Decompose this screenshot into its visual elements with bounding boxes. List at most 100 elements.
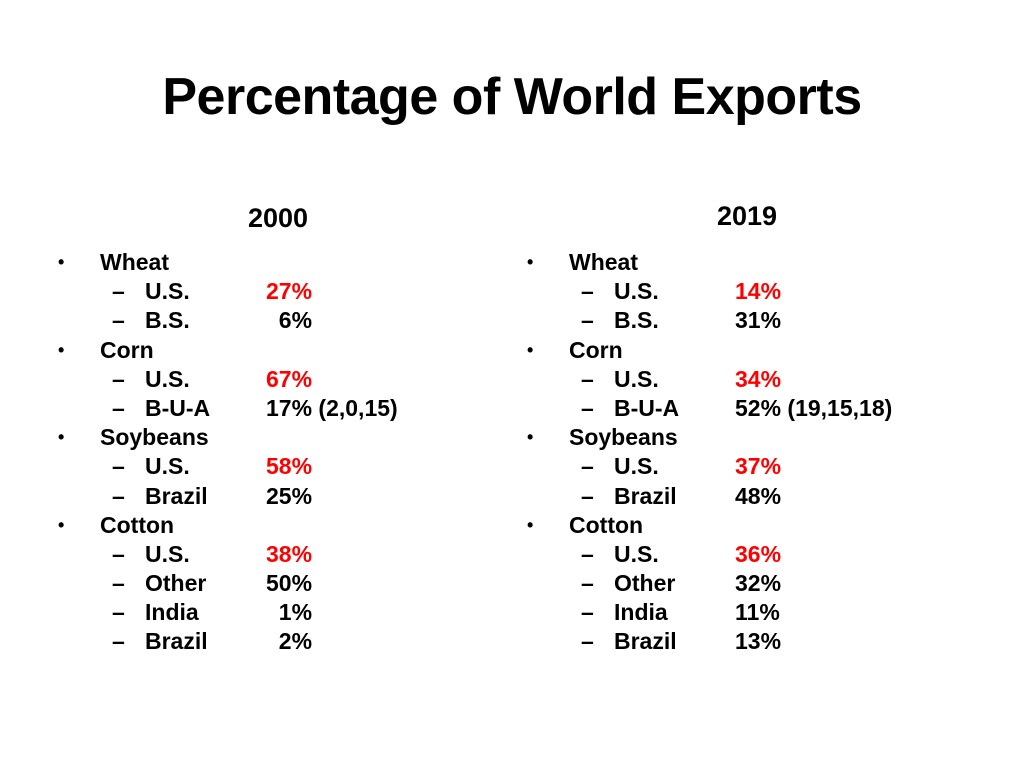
category-label: Soybeans <box>569 424 678 451</box>
country-row: – U.S. 58% <box>58 452 478 481</box>
country-row: – B-U-A 17% (2,0,15) <box>58 394 478 423</box>
export-share-value: 17% (2,0,15) <box>266 394 398 421</box>
category-label: Corn <box>100 336 154 363</box>
country-label: U.S. <box>614 540 659 567</box>
dash-icon: – <box>581 570 594 597</box>
country-row: – B.S. 31% <box>527 306 947 335</box>
export-share-value: 48% <box>735 482 782 509</box>
dash-icon: – <box>112 540 125 567</box>
category-row: • Soybeans <box>527 423 947 452</box>
country-label: India <box>614 599 668 626</box>
dash-icon: – <box>112 628 125 655</box>
country-row: – U.S. 36% <box>527 540 947 569</box>
country-label: Other <box>614 570 676 597</box>
dash-icon: – <box>112 307 125 334</box>
category-label: Cotton <box>569 511 644 538</box>
country-label: B.S. <box>145 307 190 334</box>
export-share-value: 34% <box>735 365 782 392</box>
country-row: – U.S. 67% <box>58 365 478 394</box>
export-share-number: 2% <box>278 628 313 655</box>
export-share-value: 11% <box>735 599 780 626</box>
bullet-icon: • <box>58 252 65 272</box>
bullet-icon: • <box>527 427 534 448</box>
dash-icon: – <box>581 278 594 305</box>
export-share-value: 67% <box>266 365 313 392</box>
export-share-value: 06% <box>266 306 312 335</box>
country-label: Other <box>145 570 207 597</box>
country-row: – B.S. 06% <box>58 306 478 335</box>
dash-icon: – <box>581 540 594 567</box>
year-header-2019: 2019 <box>716 201 778 231</box>
export-share-value: 37% <box>735 453 782 480</box>
category-row: • Corn <box>58 336 478 365</box>
country-label: India <box>145 599 199 626</box>
country-row: – U.S. 27% <box>58 277 478 306</box>
export-share-value: 38% <box>266 540 313 567</box>
bullet-icon: • <box>527 339 534 360</box>
dash-icon: – <box>112 394 125 421</box>
country-row: – Brazil 25% <box>58 482 478 511</box>
year-header-2000: 2000 <box>247 203 309 233</box>
category-label: Soybeans <box>100 424 209 451</box>
country-row: – India 01% <box>58 598 478 627</box>
country-row: – U.S. 38% <box>58 540 478 569</box>
country-row: – Other 32% <box>527 569 947 598</box>
category-row: • Corn <box>527 336 947 365</box>
category-label: Wheat <box>569 249 638 275</box>
country-label: B-U-A <box>145 394 211 421</box>
country-row: – U.S. 37% <box>527 452 947 481</box>
country-label: U.S. <box>145 278 190 305</box>
dash-icon: – <box>581 628 594 655</box>
country-label: U.S. <box>614 278 659 305</box>
country-row: – Brazil 13% <box>527 627 947 656</box>
category-row: • Cotton <box>58 511 478 540</box>
country-row: – U.S. 14% <box>527 277 947 306</box>
country-row: – Brazil 02% <box>58 627 478 656</box>
export-share-value: 02% <box>266 627 312 656</box>
bullet-icon: • <box>527 252 534 272</box>
dash-icon: – <box>581 394 594 421</box>
export-share-value: 31% <box>735 307 782 334</box>
dash-icon: – <box>112 482 125 509</box>
export-list-2000: • Wheat – U.S. 27% – B.S. 06% • Corn – U… <box>58 248 478 657</box>
country-label: Brazil <box>145 482 208 509</box>
bullet-icon: • <box>58 339 65 360</box>
category-row: • Cotton <box>527 511 947 540</box>
export-share-number: 1% <box>278 599 313 626</box>
country-label: U.S. <box>145 453 190 480</box>
export-share-value: 01% <box>266 598 312 627</box>
country-label: Brazil <box>614 482 677 509</box>
export-share-value: 36% <box>735 540 782 567</box>
dash-icon: – <box>112 278 125 305</box>
country-label: U.S. <box>614 453 659 480</box>
dash-icon: – <box>581 453 594 480</box>
dash-icon: – <box>112 365 125 392</box>
country-label: U.S. <box>145 365 190 392</box>
export-share-value: 14% <box>735 278 782 305</box>
country-row: – Other 50% <box>58 569 478 598</box>
export-share-value: 50% <box>266 570 313 597</box>
export-share-value: 52% (19,15,18) <box>735 394 893 421</box>
country-row: – U.S. 34% <box>527 365 947 394</box>
export-share-value: 13% <box>735 628 782 655</box>
country-label: U.S. <box>614 365 659 392</box>
bullet-icon: • <box>58 427 65 448</box>
category-row: • Wheat <box>527 248 947 277</box>
export-list-2019: • Wheat – U.S. 14% – B.S. 31% • Corn – U… <box>527 248 947 657</box>
slide-title: Percentage of World Exports <box>162 68 862 126</box>
category-label: Corn <box>569 336 623 363</box>
export-share-number: 6% <box>278 307 313 334</box>
bullet-icon: • <box>527 514 534 535</box>
dash-icon: – <box>112 599 125 626</box>
dash-icon: – <box>581 599 594 626</box>
dash-icon: – <box>581 307 594 334</box>
category-row: • Soybeans <box>58 423 478 452</box>
category-label: Wheat <box>100 249 169 275</box>
country-label: U.S. <box>145 540 190 567</box>
dash-icon: – <box>112 453 125 480</box>
country-label: B-U-A <box>614 394 680 421</box>
country-row: – B-U-A 52% (19,15,18) <box>527 394 947 423</box>
export-share-value: 58% <box>266 453 313 480</box>
export-share-value: 27% <box>266 278 313 305</box>
dash-icon: – <box>112 570 125 597</box>
